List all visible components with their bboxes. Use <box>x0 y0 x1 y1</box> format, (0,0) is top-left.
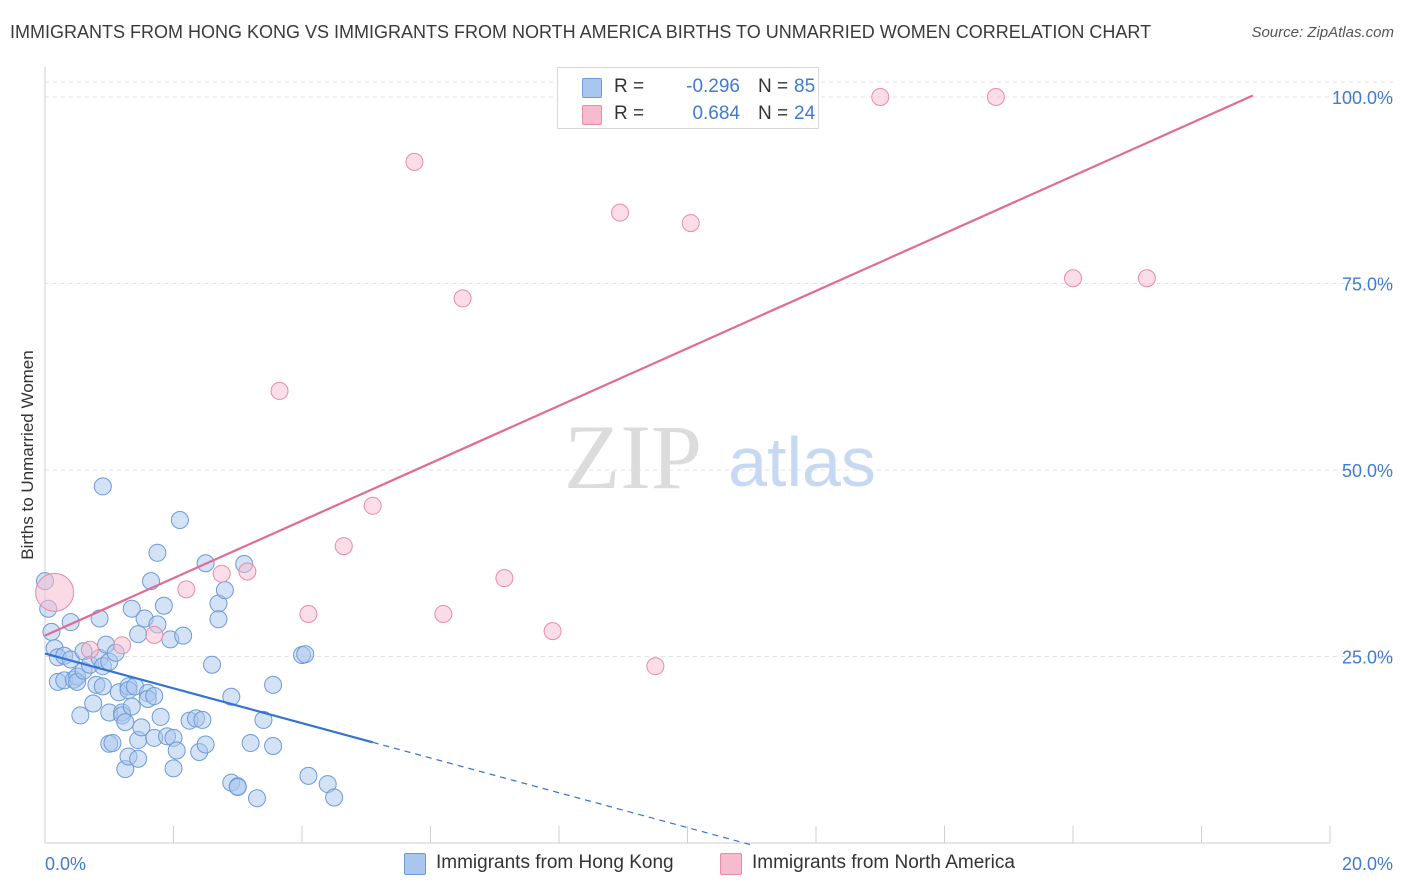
data-point-north-america <box>238 562 257 581</box>
data-point-hong-kong <box>93 477 112 496</box>
data-point-hong-kong <box>203 655 222 674</box>
data-point-hong-kong <box>196 735 215 754</box>
n-label: N = <box>758 76 789 97</box>
trend-line-north-america <box>44 94 1254 637</box>
chart-source: Source: ZipAtlas.com <box>1251 24 1394 41</box>
data-point-north-america <box>145 625 164 644</box>
trend-line-extension <box>372 741 752 846</box>
data-point-north-america <box>270 381 289 400</box>
x-tick-label: 0.0% <box>45 854 86 874</box>
trend-line-hong-kong <box>44 652 373 744</box>
data-point-north-america <box>453 289 472 308</box>
data-point-north-america <box>113 636 132 655</box>
data-point-hong-kong <box>228 778 247 797</box>
n-label: N = <box>758 103 789 124</box>
r-value: -0.296 <box>686 76 740 97</box>
data-point-hong-kong <box>148 543 167 562</box>
data-point-north-america <box>434 604 453 623</box>
data-point-hong-kong <box>222 687 241 706</box>
data-point-hong-kong <box>116 713 135 732</box>
data-point-hong-kong <box>132 718 151 737</box>
data-point-hong-kong <box>151 707 170 726</box>
data-point-hong-kong <box>84 694 103 713</box>
data-point-north-america <box>611 203 630 222</box>
n-value: 85 <box>794 76 816 97</box>
data-point-north-america <box>646 657 665 676</box>
legend-label: Immigrants from North America <box>752 852 1015 873</box>
legend-swatch-pink <box>720 853 742 875</box>
series-legend: Immigrants from Hong Kong Immigrants fro… <box>0 852 1406 878</box>
data-point-north-america <box>212 564 231 583</box>
data-points <box>35 88 1156 808</box>
data-point-hong-kong <box>170 510 189 529</box>
y-tick-label: 75.0% <box>1342 275 1393 295</box>
data-point-hong-kong <box>129 625 148 644</box>
y-axis-label: Births to Unmarried Women <box>18 350 37 559</box>
data-point-hong-kong <box>145 687 164 706</box>
data-point-north-america <box>299 604 318 623</box>
data-point-hong-kong <box>241 734 260 753</box>
data-point-hong-kong <box>264 737 283 756</box>
data-point-hong-kong <box>129 749 148 768</box>
data-point-hong-kong <box>154 596 173 615</box>
data-point-hong-kong <box>254 710 273 729</box>
data-point-hong-kong <box>71 706 90 725</box>
data-point-north-america <box>35 572 75 612</box>
chart-title: IMMIGRANTS FROM HONG KONG VS IMMIGRANTS … <box>10 22 1152 42</box>
data-point-north-america <box>986 88 1005 106</box>
data-point-hong-kong <box>193 710 212 729</box>
legend-swatch-blue <box>404 853 426 875</box>
data-point-north-america <box>681 214 700 233</box>
data-point-hong-kong <box>174 626 193 645</box>
r-value: 0.684 <box>692 103 740 124</box>
n-value: 24 <box>794 103 816 124</box>
data-point-hong-kong <box>122 599 141 618</box>
data-point-north-america <box>543 622 562 641</box>
legend-swatch-pink <box>582 105 602 125</box>
y-tick-label: 25.0% <box>1342 648 1393 668</box>
legend-swatch-blue <box>582 78 602 98</box>
data-point-north-america <box>363 496 382 515</box>
data-point-hong-kong <box>299 766 318 785</box>
y-tick-label: 100.0% <box>1332 88 1393 108</box>
data-point-hong-kong <box>103 734 122 753</box>
data-point-hong-kong <box>209 610 228 629</box>
tick-labels: 25.0% 50.0% 75.0% 100.0% 0.0% 20.0% <box>45 88 1393 874</box>
data-point-hong-kong <box>325 788 344 807</box>
data-point-north-america <box>177 580 196 599</box>
watermark-zip: ZIP <box>564 406 702 508</box>
legend-label: Immigrants from Hong Kong <box>436 852 674 873</box>
axes <box>44 67 1331 844</box>
data-point-hong-kong <box>90 609 109 628</box>
data-point-hong-kong <box>248 789 267 808</box>
data-point-hong-kong <box>164 759 183 778</box>
data-point-hong-kong <box>122 697 141 716</box>
data-point-north-america <box>1137 269 1156 288</box>
stats-legend: R = -0.296 N = 85 R = 0.684 N = 24 <box>557 67 819 129</box>
data-point-hong-kong <box>93 677 112 696</box>
data-point-north-america <box>871 88 890 106</box>
data-point-north-america <box>80 640 99 659</box>
data-point-north-america <box>334 537 353 556</box>
data-point-hong-kong <box>167 741 186 760</box>
r-label: R = <box>614 76 645 97</box>
x-tick-label: 20.0% <box>1342 854 1393 874</box>
r-label: R = <box>614 103 645 124</box>
data-point-north-america <box>495 569 514 588</box>
watermark-atlas: atlas <box>728 423 876 501</box>
trend-lines <box>44 94 1254 846</box>
data-point-hong-kong <box>296 645 315 664</box>
y-tick-label: 50.0% <box>1342 461 1393 481</box>
data-point-hong-kong <box>264 675 283 694</box>
data-point-north-america <box>405 152 424 171</box>
data-point-hong-kong <box>215 581 234 600</box>
data-point-north-america <box>1064 269 1082 288</box>
